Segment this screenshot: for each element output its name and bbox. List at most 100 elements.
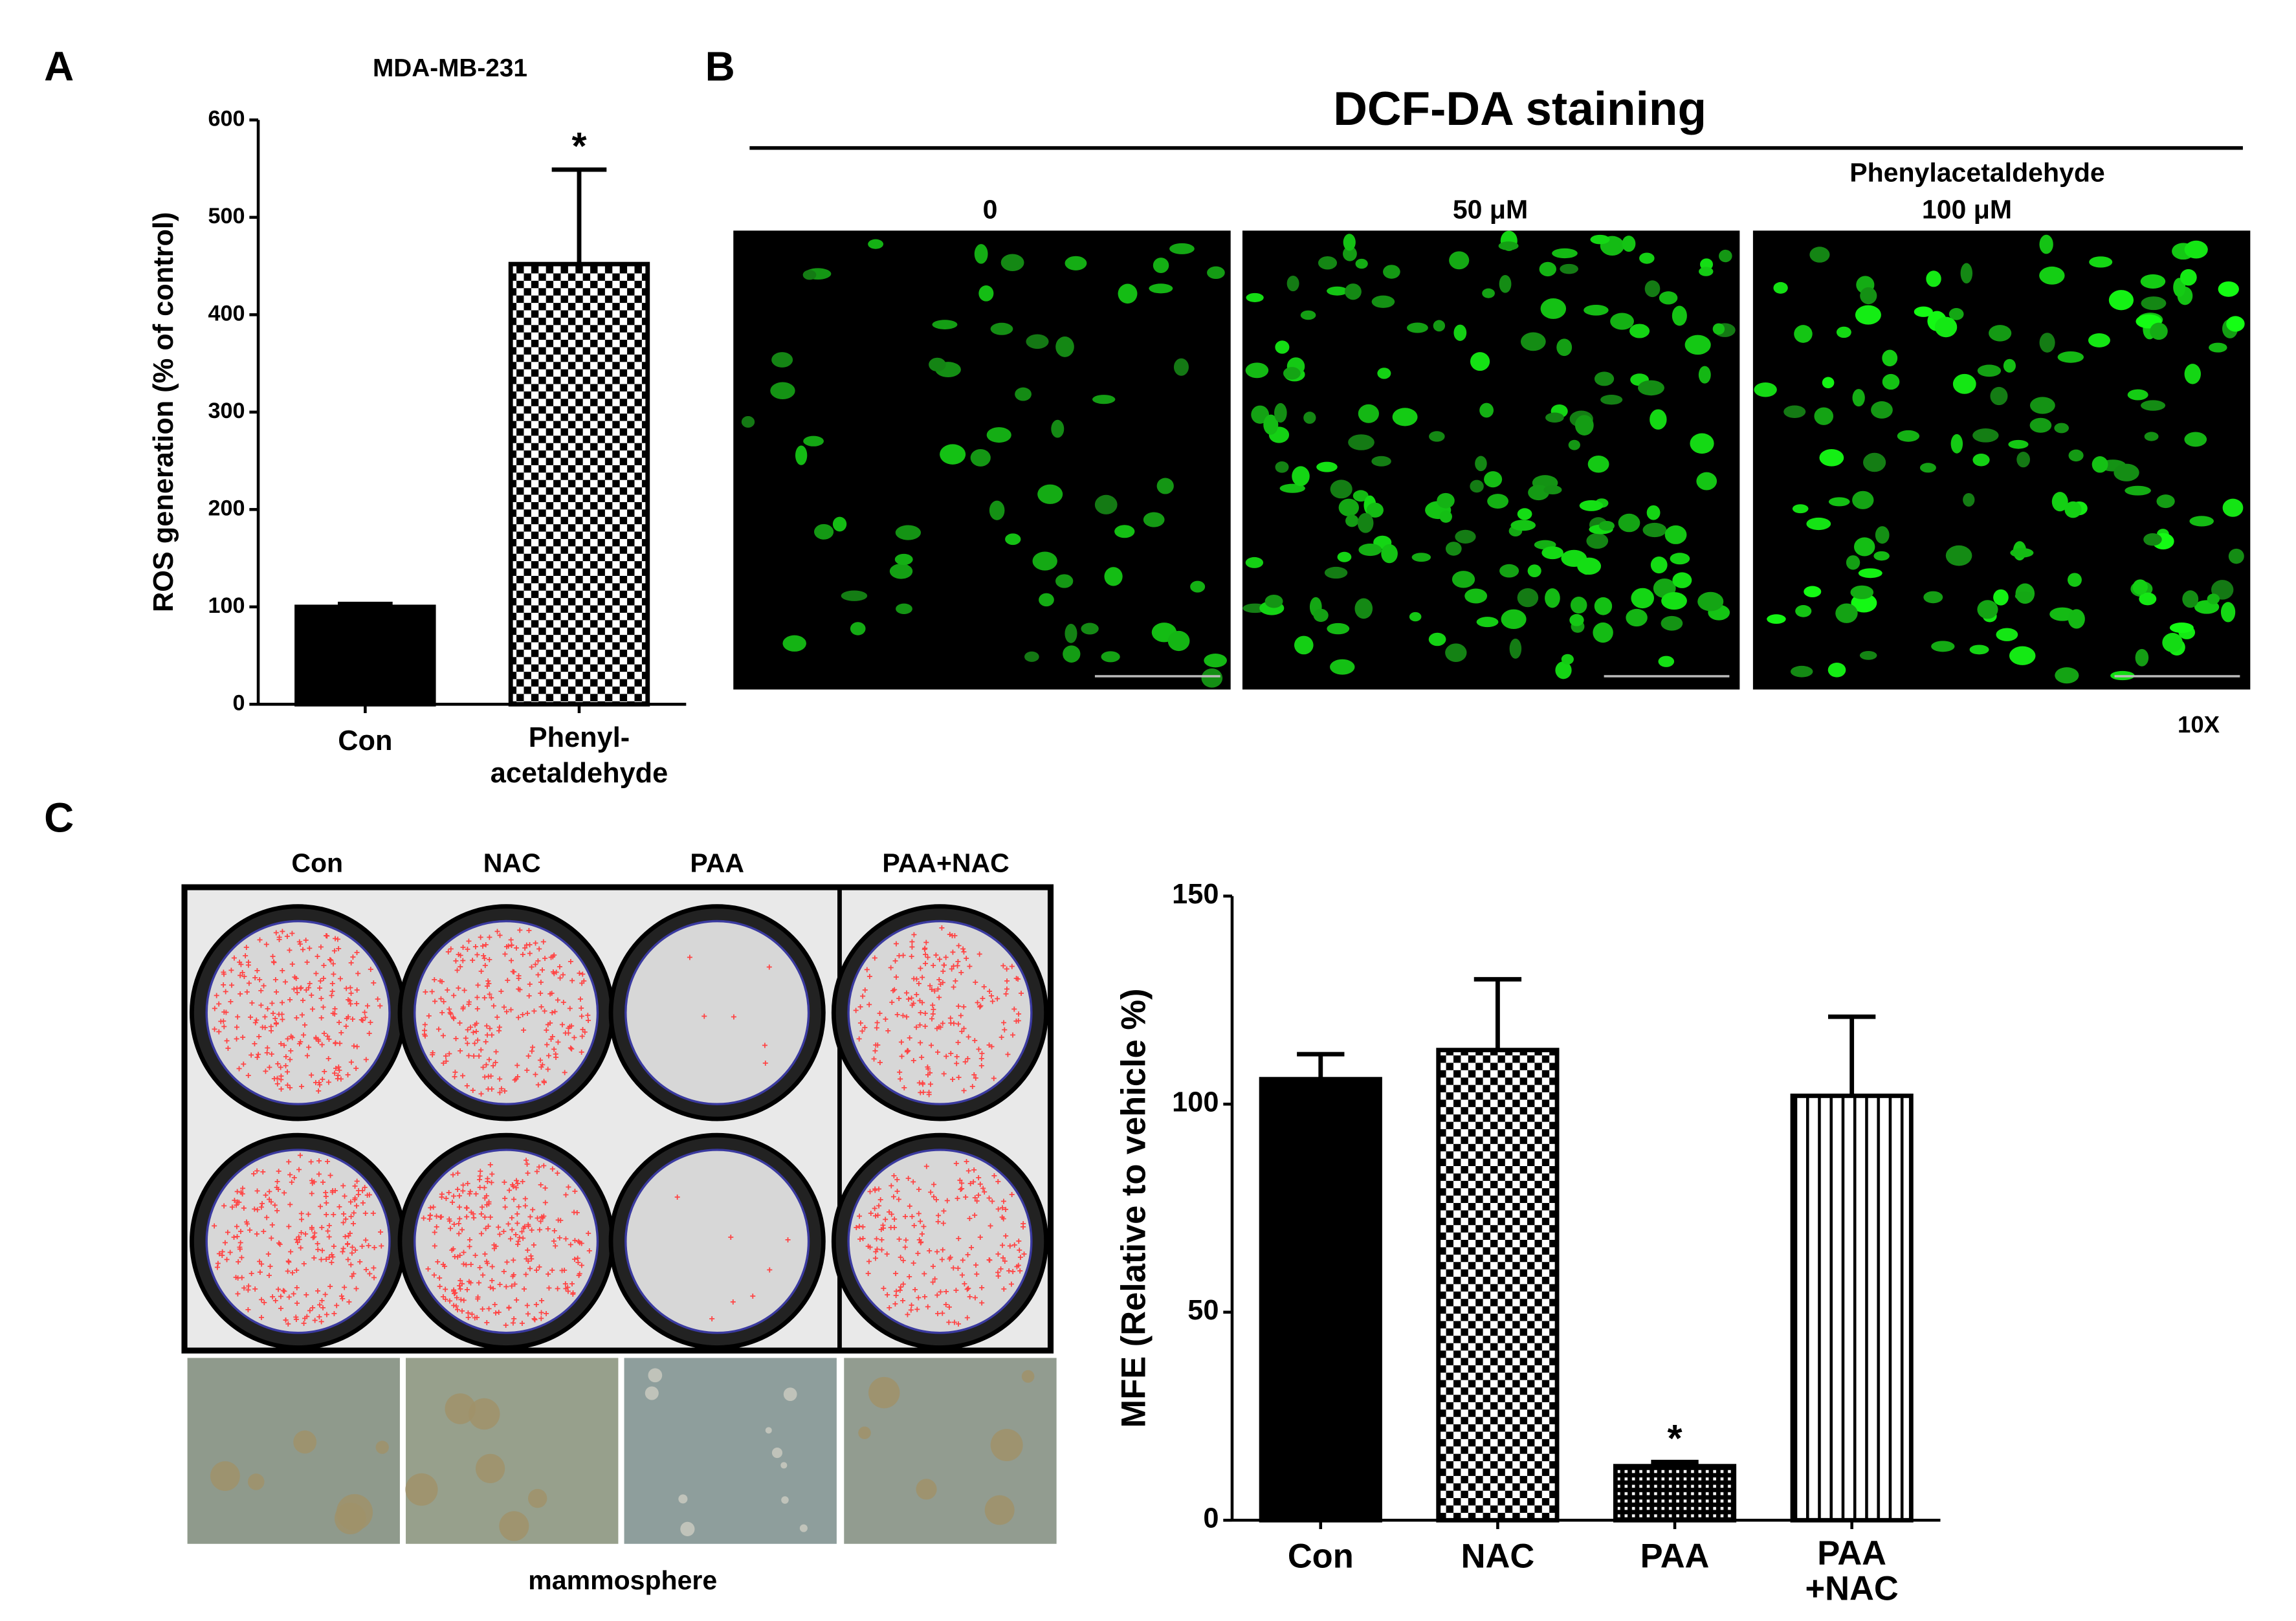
colony: + <box>321 960 327 971</box>
colony: + <box>454 965 460 976</box>
cell <box>1598 520 1615 531</box>
cell <box>1055 574 1074 588</box>
cell <box>1051 419 1065 438</box>
colony: + <box>951 961 956 972</box>
colony: + <box>234 1033 239 1044</box>
colony: + <box>301 1259 307 1270</box>
cell <box>2209 342 2227 353</box>
colony: + <box>332 1185 338 1196</box>
column-label: PAA <box>690 848 744 878</box>
cell <box>1835 603 1858 623</box>
colony: + <box>872 1184 878 1195</box>
colony: + <box>422 1020 428 1031</box>
column-label: NAC <box>483 848 541 878</box>
colony: + <box>268 1026 274 1037</box>
colony: + <box>467 1186 473 1197</box>
colony: + <box>343 1214 349 1225</box>
colony: + <box>927 980 933 991</box>
colony: + <box>257 975 263 986</box>
colony: + <box>294 1298 300 1309</box>
colony: + <box>451 1219 457 1230</box>
colony: + <box>516 1233 522 1244</box>
colony: + <box>872 953 878 964</box>
cell <box>896 603 912 615</box>
cell <box>1286 275 1299 292</box>
colony: + <box>909 942 915 953</box>
colony: + <box>430 1048 436 1059</box>
colony: + <box>955 1037 961 1048</box>
colony: + <box>421 1030 427 1041</box>
colony: + <box>925 1302 931 1313</box>
colony: + <box>555 1284 560 1295</box>
colony: + <box>569 1021 575 1032</box>
colony: + <box>351 1268 357 1279</box>
cell <box>782 635 806 652</box>
colony: + <box>555 995 560 1006</box>
dose-label: 50 μM <box>1453 195 1528 225</box>
cell <box>1650 556 1668 574</box>
colony: + <box>446 1214 452 1225</box>
cell <box>1246 292 1264 302</box>
colony: + <box>287 945 293 956</box>
colony: + <box>491 1244 497 1255</box>
colony: + <box>916 978 922 989</box>
colony: + <box>568 956 573 967</box>
colony: + <box>465 1178 470 1189</box>
colony: + <box>949 964 955 975</box>
colony: + <box>474 1294 480 1305</box>
cell <box>1586 533 1609 549</box>
colony: + <box>930 1009 936 1020</box>
colony: + <box>553 967 559 978</box>
colony: + <box>302 1314 307 1325</box>
colony: + <box>284 931 290 942</box>
colony: + <box>478 1045 484 1056</box>
sphere <box>1021 1370 1035 1383</box>
panel-label: C <box>44 794 74 841</box>
colony: + <box>340 1244 346 1255</box>
colony: + <box>453 1033 459 1044</box>
bar <box>294 604 436 707</box>
colony: + <box>1015 1015 1021 1026</box>
colony: + <box>450 1170 456 1181</box>
sphere <box>678 1494 688 1504</box>
colony: + <box>298 1214 304 1225</box>
colony: + <box>287 1199 293 1210</box>
sphere <box>645 1386 659 1400</box>
colony: + <box>566 1023 571 1034</box>
colony: + <box>888 962 894 973</box>
sphere <box>336 1494 373 1531</box>
colony: + <box>221 1016 226 1027</box>
colony: + <box>506 1185 512 1196</box>
colony: + <box>520 1233 525 1244</box>
colony: + <box>272 975 278 986</box>
cell <box>1996 628 2018 641</box>
colony: + <box>269 1292 275 1303</box>
colony: + <box>324 1209 329 1220</box>
colony: + <box>585 1015 591 1026</box>
colony: + <box>428 1202 434 1213</box>
colony: + <box>579 1047 584 1058</box>
cell <box>771 352 793 368</box>
colony: + <box>301 1318 307 1329</box>
colony: + <box>316 1156 322 1167</box>
colony: + <box>965 1053 971 1064</box>
colony: + <box>234 1197 240 1208</box>
colony: + <box>553 1052 558 1063</box>
colony: + <box>936 954 942 965</box>
colony: + <box>579 1260 584 1271</box>
colony: + <box>520 949 525 960</box>
colony: + <box>450 1191 456 1202</box>
colony: + <box>893 938 899 949</box>
colony: + <box>988 991 994 1002</box>
colony: + <box>317 1201 323 1212</box>
cell <box>1684 335 1711 355</box>
colony: + <box>320 973 326 984</box>
colony: + <box>947 1252 953 1263</box>
cell <box>1343 234 1356 251</box>
colony: + <box>916 1209 922 1220</box>
colony: + <box>315 1286 320 1297</box>
colony: + <box>344 1239 350 1250</box>
cell <box>1972 428 1999 443</box>
colony: + <box>216 1026 222 1037</box>
colony: + <box>245 1285 251 1296</box>
